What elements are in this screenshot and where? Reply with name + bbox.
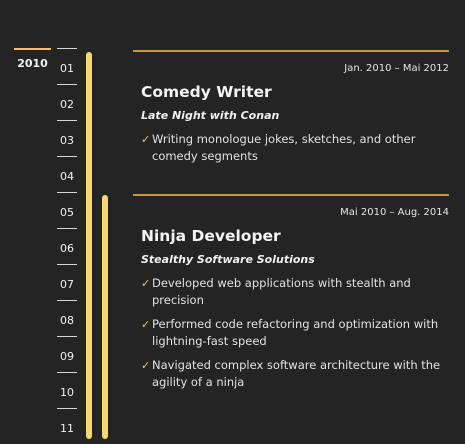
bullet-text: Developed web applications with stealth … [152, 276, 411, 307]
bullet-text: Performed code refactoring and optimizat… [152, 317, 439, 348]
check-icon: ✓ [141, 359, 151, 372]
list-item: ✓ Developed web applications with stealth… [141, 275, 449, 309]
month-label: 08 [60, 314, 74, 327]
experience-entry: Jan. 2010 – Mai 2012 Comedy Writer Late … [133, 50, 449, 172]
month-row: 11 [57, 408, 77, 444]
month-tick [57, 228, 77, 229]
month-row: 03 [57, 120, 77, 156]
month-label: 03 [60, 134, 74, 147]
entry-title: Comedy Writer [141, 83, 272, 101]
month-row: 06 [57, 228, 77, 264]
entry-bullets: ✓ Developed web applications with stealth… [141, 275, 449, 391]
check-icon: ✓ [141, 277, 151, 290]
month-label: 09 [60, 350, 74, 363]
entry-divider [133, 194, 449, 196]
month-tick [57, 120, 77, 121]
timeline-bar-ninja-developer [102, 195, 108, 439]
month-tick [57, 300, 77, 301]
month-tick [57, 372, 77, 373]
bullet-text: Navigated complex software architecture … [152, 358, 441, 389]
entry-title: Ninja Developer [141, 227, 281, 245]
month-row: 08 [57, 300, 77, 336]
entry-bullets: ✓ Writing monologue jokes, sketches, and … [141, 131, 449, 165]
month-label: 07 [60, 278, 74, 291]
month-label: 02 [60, 98, 74, 111]
month-label: 06 [60, 242, 74, 255]
check-icon: ✓ [141, 133, 151, 146]
month-row: 07 [57, 264, 77, 300]
month-tick [57, 84, 77, 85]
year-marker: 2010 [14, 48, 51, 70]
month-tick [57, 408, 77, 409]
month-label: 04 [60, 170, 74, 183]
year-label: 2010 [17, 57, 48, 70]
month-label: 05 [60, 206, 74, 219]
month-row: 01 [57, 48, 77, 84]
entry-company: Late Night with Conan [141, 109, 280, 122]
month-tick [57, 156, 77, 157]
month-label: 11 [60, 422, 74, 435]
month-tick [57, 264, 77, 265]
month-tick [57, 48, 77, 49]
month-label: 10 [60, 386, 74, 399]
list-item: ✓ Writing monologue jokes, sketches, and … [141, 131, 449, 165]
check-icon: ✓ [141, 318, 151, 331]
year-divider [14, 48, 51, 50]
timeline-bar-comedy-writer [86, 52, 92, 439]
entry-date-range: Mai 2010 – Aug. 2014 [340, 207, 449, 218]
entry-date-range: Jan. 2010 – Mai 2012 [344, 63, 449, 74]
month-row: 10 [57, 372, 77, 408]
experience-entry: Mai 2010 – Aug. 2014 Ninja Developer Ste… [133, 194, 449, 398]
bullet-text: Writing monologue jokes, sketches, and o… [152, 132, 416, 163]
month-row: 09 [57, 336, 77, 372]
list-item: ✓ Navigated complex software architecture… [141, 357, 449, 391]
month-tick [57, 336, 77, 337]
month-row: 05 [57, 192, 77, 228]
month-row: 04 [57, 156, 77, 192]
entry-divider [133, 50, 449, 52]
month-label: 01 [60, 62, 74, 75]
month-axis: 01 02 03 04 05 06 07 08 09 10 11 [57, 48, 77, 444]
month-row: 02 [57, 84, 77, 120]
month-tick [57, 192, 77, 193]
list-item: ✓ Performed code refactoring and optimiza… [141, 316, 449, 350]
entry-company: Stealthy Software Solutions [141, 253, 315, 266]
